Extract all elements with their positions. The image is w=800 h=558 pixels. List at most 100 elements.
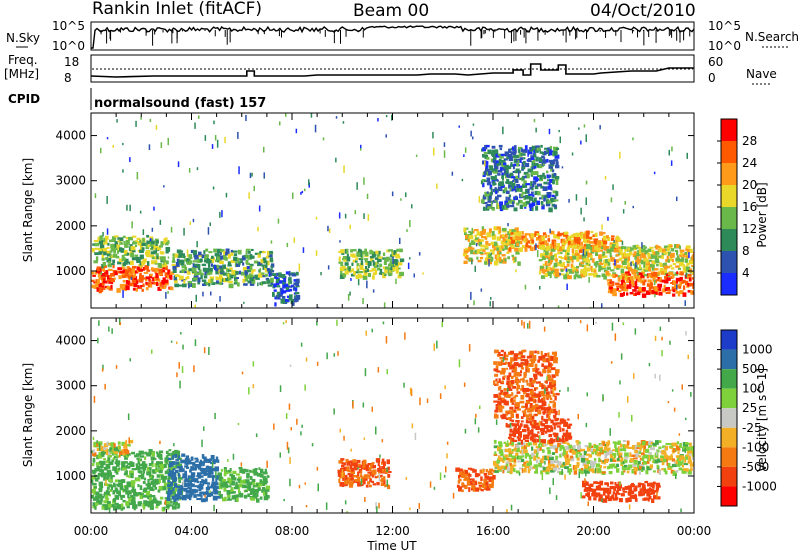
heat-cell (234, 277, 236, 281)
heat-cell (108, 461, 114, 465)
heat-cell (190, 483, 195, 488)
heat-cell (291, 284, 294, 287)
heat-cell (378, 465, 381, 470)
heat-cell (520, 416, 524, 419)
heat-cell (650, 447, 656, 451)
heat-cell (549, 455, 552, 458)
heat-cell (208, 267, 213, 272)
heat-cell (195, 294, 197, 302)
heat-cell (376, 506, 378, 513)
heat-cell (328, 228, 331, 233)
heat-cell (575, 232, 580, 238)
heat-cell (362, 463, 366, 468)
heat-cell (381, 458, 385, 463)
heat-cell (364, 248, 367, 253)
heat-cell (659, 268, 664, 273)
heat-cell (505, 361, 508, 365)
heat-cell (545, 268, 550, 273)
heat-cell (129, 282, 134, 287)
nsearch-tick-top: 10^5 (708, 19, 741, 33)
heat-cell (238, 491, 241, 495)
heat-cell (283, 278, 287, 283)
heat-cell (238, 480, 242, 483)
heat-cell (667, 462, 671, 468)
heat-cell (212, 488, 218, 492)
heat-cell (625, 253, 631, 257)
heat-cell (513, 151, 517, 156)
heat-cell (156, 281, 159, 286)
heat-cell (500, 465, 506, 471)
heat-cell (609, 279, 612, 283)
heat-cell (521, 454, 525, 458)
heat-cell (529, 430, 532, 435)
heat-cell (668, 149, 670, 156)
heat-cell (550, 187, 553, 191)
heat-cell (665, 287, 670, 291)
heat-cell (361, 250, 366, 255)
heat-cell (210, 491, 213, 495)
heat-cell (409, 220, 411, 228)
heat-cell (128, 247, 132, 251)
heat-cell (337, 472, 342, 477)
heat-cell (682, 445, 687, 450)
heat-cell (251, 269, 254, 275)
heat-cell (503, 172, 508, 176)
heat-cell (482, 468, 485, 473)
heat-cell (349, 481, 354, 485)
heat-cell (227, 494, 231, 498)
heat-cell (683, 468, 687, 471)
heat-cell (137, 459, 141, 465)
heat-cell (554, 206, 558, 210)
heat-cell (298, 263, 301, 272)
heat-cell (396, 248, 400, 252)
heat-cell (365, 464, 370, 469)
heat-cell (611, 282, 615, 287)
heat-cell (624, 444, 629, 449)
heat-cell (585, 197, 587, 205)
heat-cell (598, 258, 603, 262)
heat-cell (655, 244, 659, 250)
heat-cell (545, 264, 548, 270)
heat-cell (552, 478, 554, 486)
heat-cell (143, 477, 147, 481)
heat-cell (305, 357, 308, 362)
heat-cell (464, 484, 468, 489)
heat-cell (138, 450, 142, 456)
heat-cell (521, 319, 523, 326)
heat-cell (471, 259, 473, 265)
heat-cell (91, 478, 94, 484)
heat-cell (196, 167, 199, 171)
heat-cell (507, 256, 510, 260)
heat-cell (509, 244, 515, 248)
heat-cell (462, 252, 468, 257)
heat-cell (512, 184, 515, 189)
heat-cell (548, 394, 552, 398)
heat-cell (376, 264, 379, 267)
heat-cell (159, 219, 162, 225)
heat-cell (264, 488, 270, 492)
heat-cell (196, 263, 201, 269)
power-colorbar-label: Power [dB] (755, 182, 769, 247)
heat-cell (293, 282, 296, 286)
heat-cell (606, 266, 611, 270)
heat-cell (501, 227, 507, 232)
heat-cell (554, 351, 557, 356)
freq-tick-top: 18 (64, 55, 79, 69)
heat-cell (98, 282, 104, 288)
heat-cell (505, 233, 508, 238)
heat-cell (548, 164, 553, 169)
heat-cell (205, 282, 211, 286)
heat-cell (680, 455, 684, 461)
heat-cell (644, 279, 647, 283)
heat-cell (395, 266, 399, 272)
heat-cell (173, 483, 178, 488)
heat-cell (589, 241, 594, 244)
heat-cell (216, 277, 220, 280)
heat-cell (580, 457, 586, 463)
heat-cell (320, 272, 322, 276)
heat-cell (121, 273, 125, 276)
heat-cell (524, 145, 528, 150)
heat-cell (211, 255, 214, 259)
heat-cell (643, 445, 646, 450)
heat-cell (591, 451, 594, 455)
